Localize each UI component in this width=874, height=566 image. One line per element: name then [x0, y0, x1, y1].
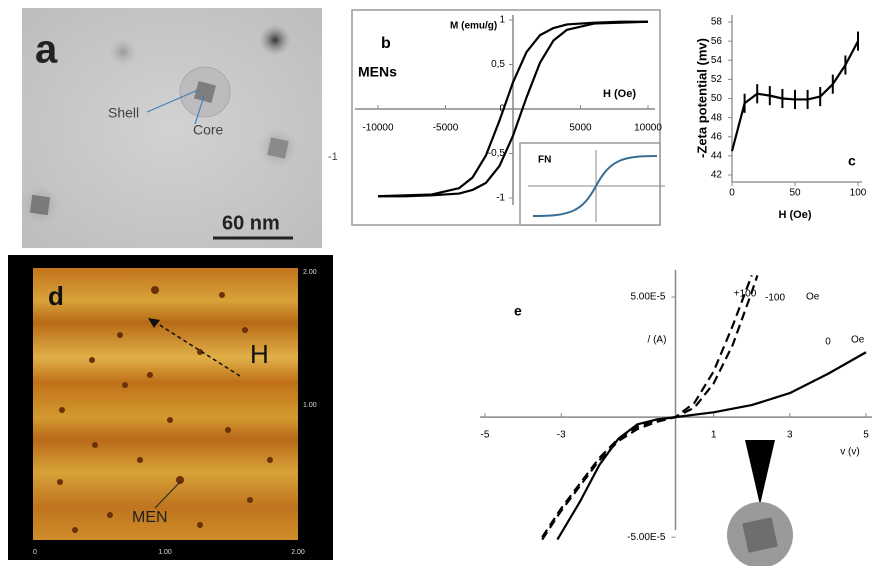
y-tick-label: 54	[711, 55, 723, 66]
y-tick-label: 1	[499, 15, 505, 26]
panel-letter: c	[848, 153, 856, 169]
tick-label: 2.00	[291, 549, 305, 556]
pointer-triangle	[745, 440, 775, 505]
series-label: 0	[825, 337, 831, 348]
x-tick-label: 50	[789, 188, 801, 199]
x-axis-label: v (v)	[840, 447, 859, 458]
line-series	[542, 275, 757, 537]
figure: a Shell Core 60 nm -1 d H MEN 0 1.00 2.0…	[0, 0, 874, 566]
y-axis-label: / (A)	[648, 335, 667, 346]
x-tick-label: 10000	[634, 123, 662, 134]
unit-label: Oe	[806, 292, 820, 303]
x-axis-label: H (Oe)	[603, 88, 636, 100]
series-label: -100	[765, 293, 785, 304]
x-tick-label: 1	[711, 430, 717, 441]
x-tick-label: 5	[863, 430, 869, 441]
line-series	[542, 275, 752, 539]
particle-core-sketch	[742, 517, 778, 553]
y-tick-label: 58	[711, 17, 723, 28]
label: MEN	[132, 509, 168, 526]
y-tick-label: -1	[496, 193, 505, 204]
x-axis-label: H (Oe)	[779, 209, 812, 221]
y-tick-label: 52	[711, 74, 723, 85]
y-tick-label: 42	[711, 170, 723, 181]
tick-label: 2.00	[303, 269, 317, 276]
panel-letter: e	[514, 303, 522, 319]
panel-letter: a	[35, 28, 58, 72]
series-label: +100	[734, 289, 757, 300]
x-tick-label: 5000	[569, 123, 592, 134]
x-tick-label: 0	[729, 188, 735, 199]
panel-letter: b	[381, 35, 391, 52]
label: H	[250, 339, 269, 369]
y-tick-label: 44	[711, 151, 723, 162]
y-axis-label: M (emu/g)	[450, 21, 497, 32]
inset-label: FN	[538, 155, 551, 166]
tick-label: 1.00	[158, 549, 172, 556]
label: -1	[328, 151, 338, 163]
annotation: MENs	[358, 64, 397, 80]
panel-d: d H MEN 0 1.00 2.00 2.00 1.00	[8, 255, 333, 560]
x-tick-label: 100	[850, 188, 867, 199]
panel-letter: d	[48, 281, 64, 311]
x-tick-label: -5	[481, 430, 490, 441]
page: a Shell Core 60 nm -1 d H MEN 0 1.00 2.0…	[0, 0, 874, 566]
panel-a: a Shell Core 60 nm -1	[20, 8, 338, 248]
y-tick-label: 0,5	[491, 59, 505, 70]
y-axis-label: -Zeta potential (mv)	[694, 38, 709, 158]
particle	[109, 38, 137, 66]
y-tick-label: 5.00E-5	[630, 292, 665, 303]
afm-image	[33, 268, 298, 540]
y-tick-label: 56	[711, 36, 723, 47]
label: Shell	[108, 105, 139, 121]
x-tick-label: -5000	[433, 123, 459, 134]
label: Core	[193, 122, 224, 138]
scale-label: 60 nm	[222, 212, 280, 234]
particle-core	[30, 195, 50, 215]
tick-label: 1.00	[303, 402, 317, 409]
line-series	[557, 352, 866, 539]
x-tick-label: -3	[557, 430, 566, 441]
x-tick-label: -10000	[362, 123, 394, 134]
particle-core	[267, 137, 288, 158]
unit-label: Oe	[851, 335, 865, 346]
y-tick-label: -5.00E-5	[627, 532, 666, 543]
y-tick-label: 46	[711, 131, 723, 142]
y-tick-label: 50	[711, 93, 723, 104]
x-tick-label: 3	[787, 430, 793, 441]
tick-label: 0	[33, 549, 37, 556]
particle	[259, 24, 291, 56]
y-tick-label: 48	[711, 112, 723, 123]
